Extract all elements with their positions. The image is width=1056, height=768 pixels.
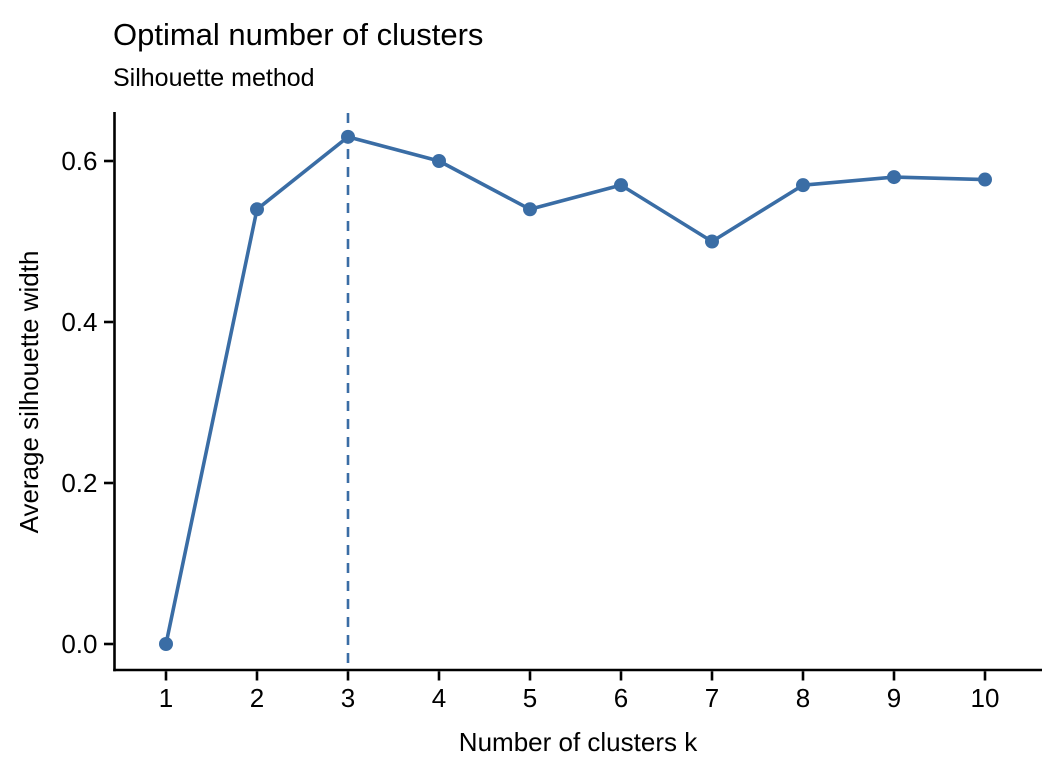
x-tick-label: 4	[432, 683, 446, 713]
x-tick-label: 5	[523, 683, 537, 713]
data-point-k2	[250, 202, 264, 217]
data-point-k8	[796, 178, 810, 193]
x-tick-label: 3	[341, 683, 355, 713]
data-point-k7	[705, 234, 719, 249]
x-tick-label: 8	[796, 683, 810, 713]
data-point-k5	[523, 202, 537, 217]
plot-area: 0.0 0.2 0.4 0.6 1 2 3 4 5 6 7 8 9 10	[61, 112, 1042, 713]
y-tick-label: 0.6	[61, 146, 97, 176]
data-point-k4	[432, 154, 446, 168]
silhouette-series-line	[164, 135, 987, 646]
chart-title: Optimal number of clusters	[113, 17, 483, 52]
x-tick-label: 7	[705, 683, 719, 713]
data-point-k3	[341, 129, 355, 144]
x-tick-label: 9	[887, 683, 901, 713]
x-tick-label: 1	[159, 683, 173, 713]
y-tick-label: 0.2	[61, 468, 97, 498]
chart-subtitle: Silhouette method	[113, 64, 315, 92]
y-axis-title: Average silhouette width	[14, 251, 44, 534]
x-axis-title: Number of clusters k	[459, 727, 698, 757]
y-tick-label: 0.4	[61, 307, 97, 337]
data-point-k9	[887, 170, 901, 185]
x-tick-label: 10	[971, 683, 1000, 713]
x-tick-label: 2	[250, 683, 264, 713]
data-point-k10	[978, 172, 992, 187]
data-point-k6	[614, 178, 628, 193]
x-tick-label: 6	[614, 683, 628, 713]
data-point-k1	[159, 637, 173, 651]
y-tick-label: 0.0	[61, 629, 97, 659]
